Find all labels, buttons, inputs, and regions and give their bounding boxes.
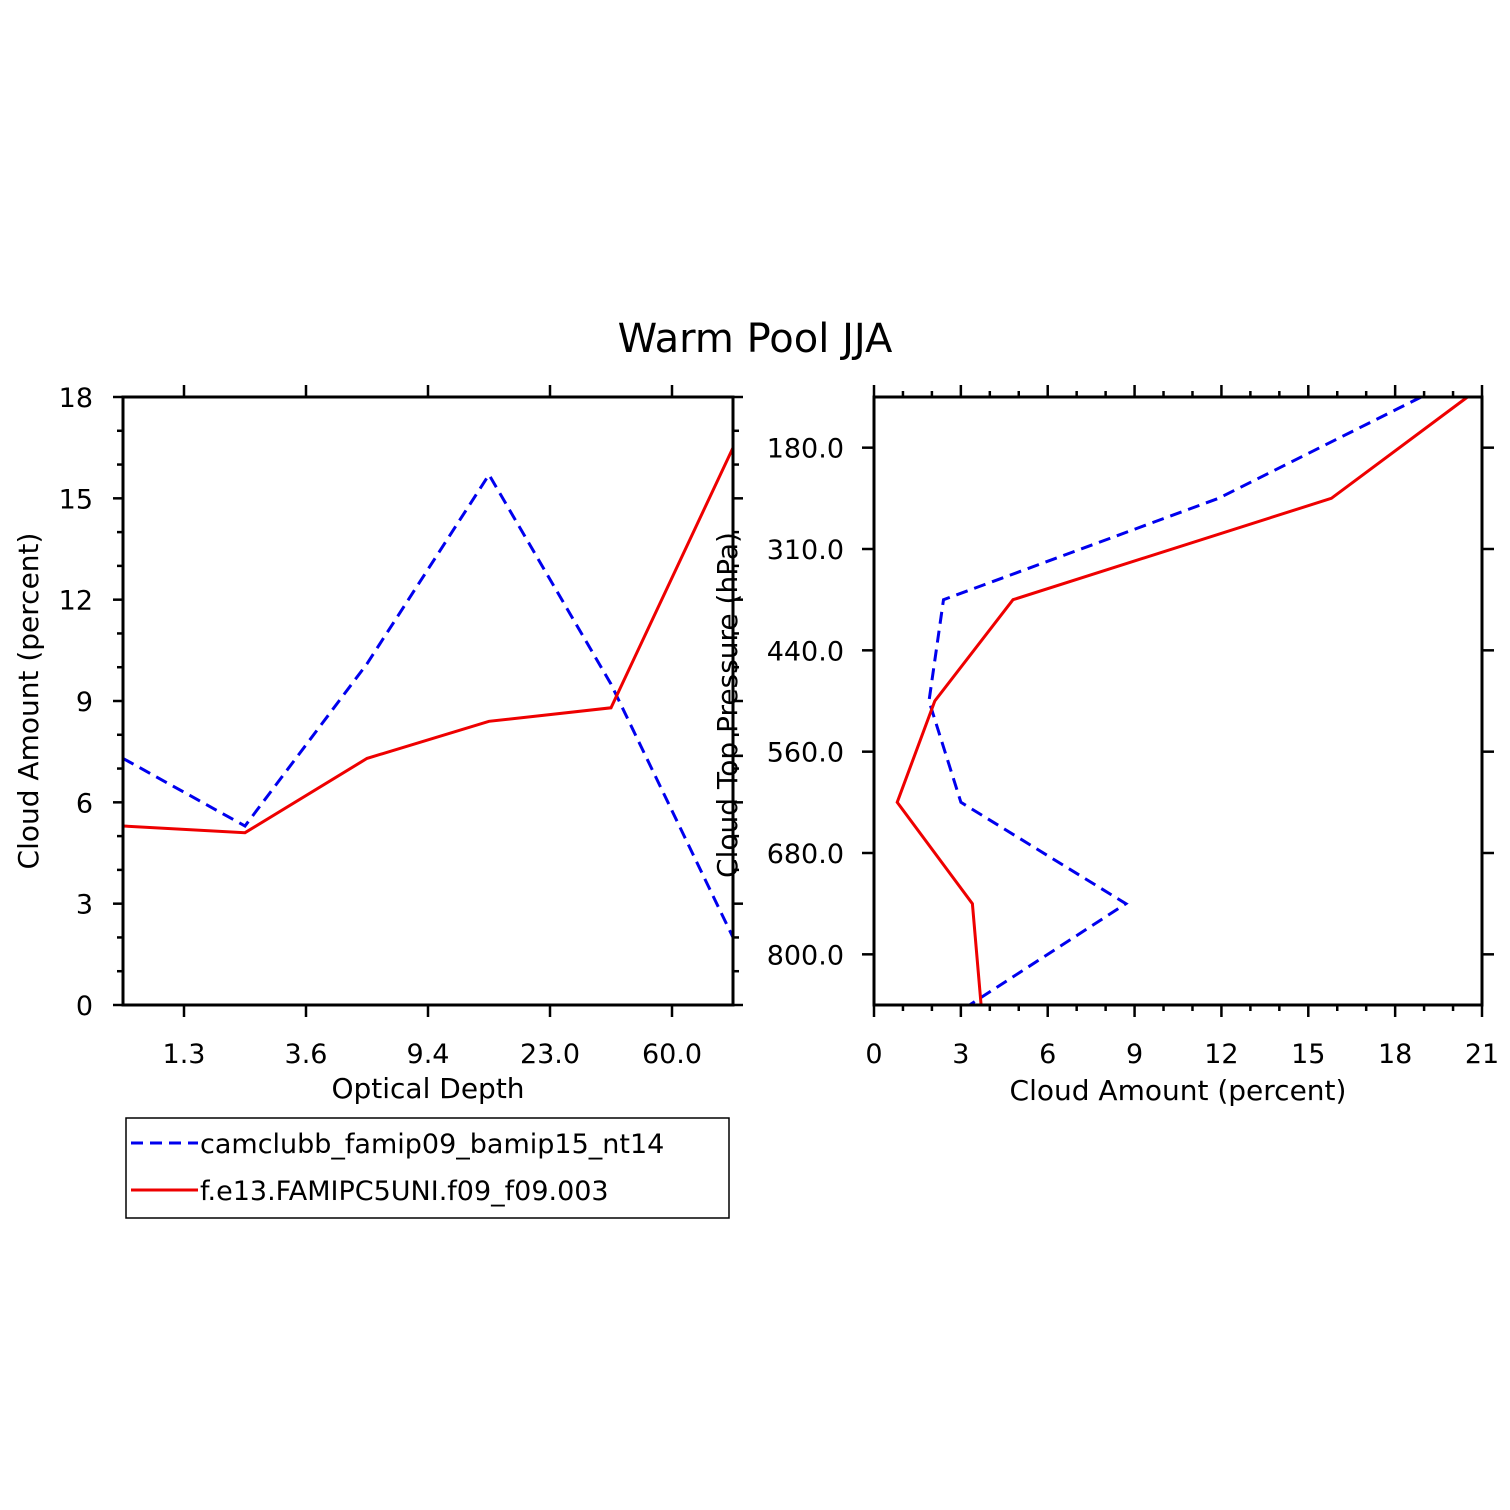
y-tick-label: 3 [76, 890, 93, 921]
x-tick-label: 0 [865, 1039, 882, 1070]
series-line-a [927, 395, 1422, 1007]
y-tick-label: 180.0 [767, 434, 844, 465]
panel2-series [895, 395, 1469, 1007]
x-tick-label: 60.0 [642, 1039, 702, 1070]
y-tick-label: 800.0 [767, 940, 844, 971]
x-tick-label: 3.6 [285, 1039, 328, 1070]
x-tick-label: 1.3 [163, 1039, 206, 1070]
panel2-frame [872, 395, 1484, 1007]
y-tick-label: 680.0 [767, 839, 844, 870]
panel1-xlabel: Optical Depth [331, 1072, 524, 1105]
y-tick-label: 15 [59, 484, 93, 515]
panel2-ticks [862, 385, 1494, 1017]
y-tick-label: 440.0 [767, 636, 844, 667]
panel1-ticks [113, 385, 743, 1017]
x-tick-label: 12 [1204, 1039, 1238, 1070]
legend-label-series-b: f.e13.FAMIPC5UNI.f09_f09.003 [200, 1176, 609, 1207]
x-tick-label: 9.4 [407, 1039, 450, 1070]
series-line-b [895, 395, 1469, 1006]
panel1-tick-labels: 0 3 6 9 12 15 18 1.3 3.6 9.4 23.0 60.0 [59, 383, 702, 1070]
x-tick-label: 3 [952, 1039, 969, 1070]
y-tick-label: 12 [59, 586, 93, 617]
y-tick-label: 6 [76, 788, 93, 819]
panel1-series [122, 447, 735, 939]
panel-optical-depth: 0 3 6 9 12 15 18 1.3 3.6 9.4 23.0 60.0 Optical Dept… [12, 383, 743, 1105]
x-tick-label: 9 [1126, 1039, 1143, 1070]
panel2-tick-labels: 0 3 6 9 12 15 18 21 180.0 310.0 440.0 560.0 680.0 800… [767, 434, 1499, 1070]
series-line-a [122, 471, 735, 939]
legend-box [125, 1117, 730, 1219]
panel1-ylabel: Cloud Amount (percent) [12, 533, 45, 870]
y-tick-label: 0 [76, 991, 93, 1022]
x-tick-label: 15 [1291, 1039, 1325, 1070]
panel-cloud-top-pressure: 0 3 6 9 12 15 18 21 180.0 310.0 440.0 560.0 680.0 800… [711, 385, 1499, 1107]
panel2-xlabel: Cloud Amount (percent) [1010, 1074, 1347, 1107]
legend-label-series-a: camclubb_famip09_bamip15_nt14 [200, 1129, 664, 1160]
panel1-frame [121, 395, 735, 1007]
x-tick-label: 23.0 [520, 1039, 580, 1070]
y-tick-label: 310.0 [767, 535, 844, 566]
chart-title: Warm Pool JJA [618, 316, 893, 362]
series-line-b [122, 447, 735, 835]
x-tick-label: 18 [1378, 1039, 1412, 1070]
y-tick-label: 560.0 [767, 738, 844, 769]
legend: camclubb_famip09_bamip15_nt14 f.e13.FAMI… [125, 1117, 730, 1219]
x-tick-label: 21 [1465, 1039, 1499, 1070]
x-tick-label: 6 [1039, 1039, 1056, 1070]
y-tick-label: 9 [76, 687, 93, 718]
y-tick-label: 18 [59, 383, 93, 414]
panel2-ylabel: Cloud Top Pressure (hPa) [711, 532, 744, 878]
